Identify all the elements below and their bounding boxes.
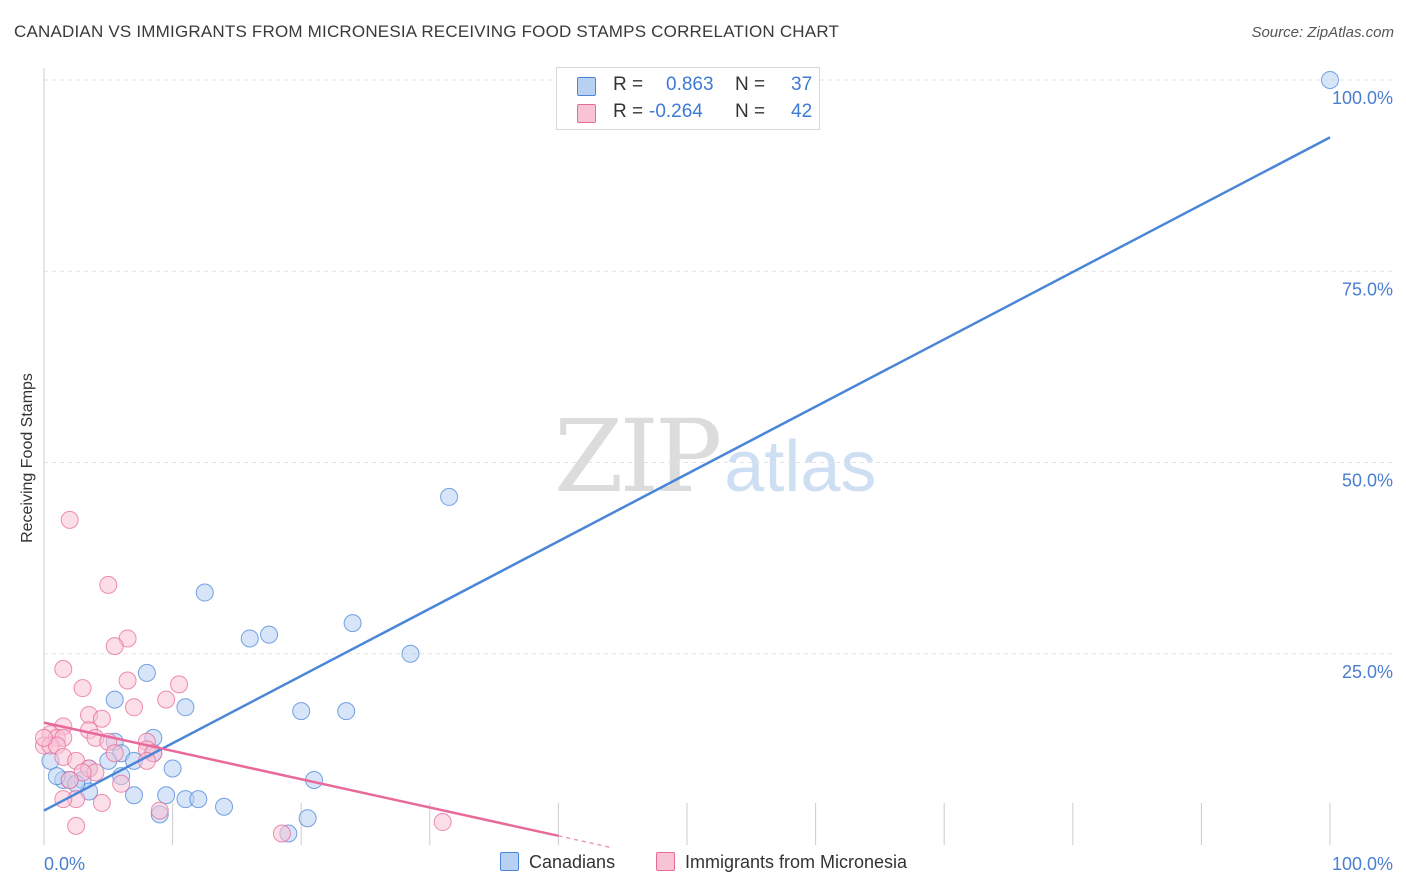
trend-line-extension-micronesia — [558, 835, 611, 849]
legend-r-value: 0.863 — [666, 74, 714, 95]
scatter-point-canadians — [292, 702, 311, 721]
legend-label-canadians: Canadians — [529, 852, 616, 872]
scatter-point-micronesia — [99, 575, 118, 594]
scatter-point-canadians — [401, 644, 420, 663]
scatter-point-micronesia — [60, 770, 79, 789]
x-tick-label-max: 100.0% — [1332, 854, 1393, 874]
scatter-point-canadians — [343, 614, 362, 633]
scatter-point-canadians — [176, 698, 195, 717]
scatter-point-micronesia — [67, 816, 86, 835]
stats-legend: R = 0.863 N = 37 R = -0.264 N = 42 — [556, 67, 820, 130]
y-tick-label: 25.0% — [1342, 662, 1393, 682]
scatter-point-micronesia — [118, 671, 137, 690]
x-tick-label-min: 0.0% — [44, 854, 85, 874]
scatter-point-micronesia — [272, 824, 291, 843]
scatter-point-canadians — [215, 797, 234, 816]
scatter-point-micronesia — [73, 679, 92, 698]
scatter-point-canadians — [125, 786, 144, 805]
scatter-point-micronesia — [105, 744, 124, 763]
scatter-point-canadians — [157, 786, 176, 805]
trend-line-micronesia — [43, 721, 559, 838]
scatter-point-micronesia — [157, 690, 176, 709]
legend-r-label: R = — [613, 101, 644, 122]
scatter-point-canadians — [163, 759, 182, 778]
legend-r-value: -0.264 — [649, 101, 703, 122]
bottom-legend-micronesia: Immigrants from Micronesia — [656, 852, 907, 873]
legend-n-value: 42 — [791, 101, 813, 122]
scatter-point-micronesia — [170, 675, 189, 694]
scatter-point-micronesia — [54, 660, 73, 679]
scatter-point-micronesia — [112, 774, 131, 793]
scatter-point-micronesia — [92, 793, 111, 812]
y-tick-label: 100.0% — [1332, 88, 1393, 108]
y-tick-label: 75.0% — [1342, 279, 1393, 299]
legend-n-label: N = — [735, 74, 766, 95]
scatter-point-micronesia — [125, 698, 144, 717]
scatter-point-micronesia — [35, 728, 53, 747]
scatter-point-canadians — [240, 629, 259, 648]
scatter-point-micronesia — [150, 801, 169, 820]
scatter-point-micronesia — [92, 709, 111, 728]
legend-swatch-canadians — [500, 852, 519, 871]
scatter-point-micronesia — [433, 813, 452, 832]
source-label: Source: ZipAtlas.com — [1251, 24, 1394, 41]
scatter-point-canadians — [195, 583, 214, 602]
chart-title: CANADIAN VS IMMIGRANTS FROM MICRONESIA R… — [14, 22, 840, 41]
trend-line-canadians — [43, 136, 1331, 812]
legend-n-value: 37 — [791, 74, 813, 95]
scatter-point-canadians — [137, 663, 156, 682]
scatter-point-canadians — [337, 702, 356, 721]
legend-n-label: N = — [735, 101, 766, 122]
scatter-point-canadians — [260, 625, 279, 644]
y-tick-label: 50.0% — [1342, 471, 1393, 491]
scatter-point-canadians — [1321, 71, 1339, 89]
scatter-point-micronesia — [60, 510, 79, 529]
legend-swatch-canadians — [577, 77, 596, 96]
scatter-point-micronesia — [105, 637, 124, 656]
legend-r-label: R = — [613, 74, 644, 95]
legend-swatch-micronesia — [656, 852, 675, 871]
legend-label-micronesia: Immigrants from Micronesia — [685, 852, 908, 872]
legend-swatch-micronesia — [577, 104, 596, 123]
scatter-point-canadians — [440, 487, 459, 506]
bottom-legend-canadians: Canadians — [500, 852, 615, 873]
scatter-point-canadians — [105, 690, 124, 709]
scatter-point-canadians — [189, 790, 208, 809]
scatter-point-canadians — [298, 809, 317, 828]
